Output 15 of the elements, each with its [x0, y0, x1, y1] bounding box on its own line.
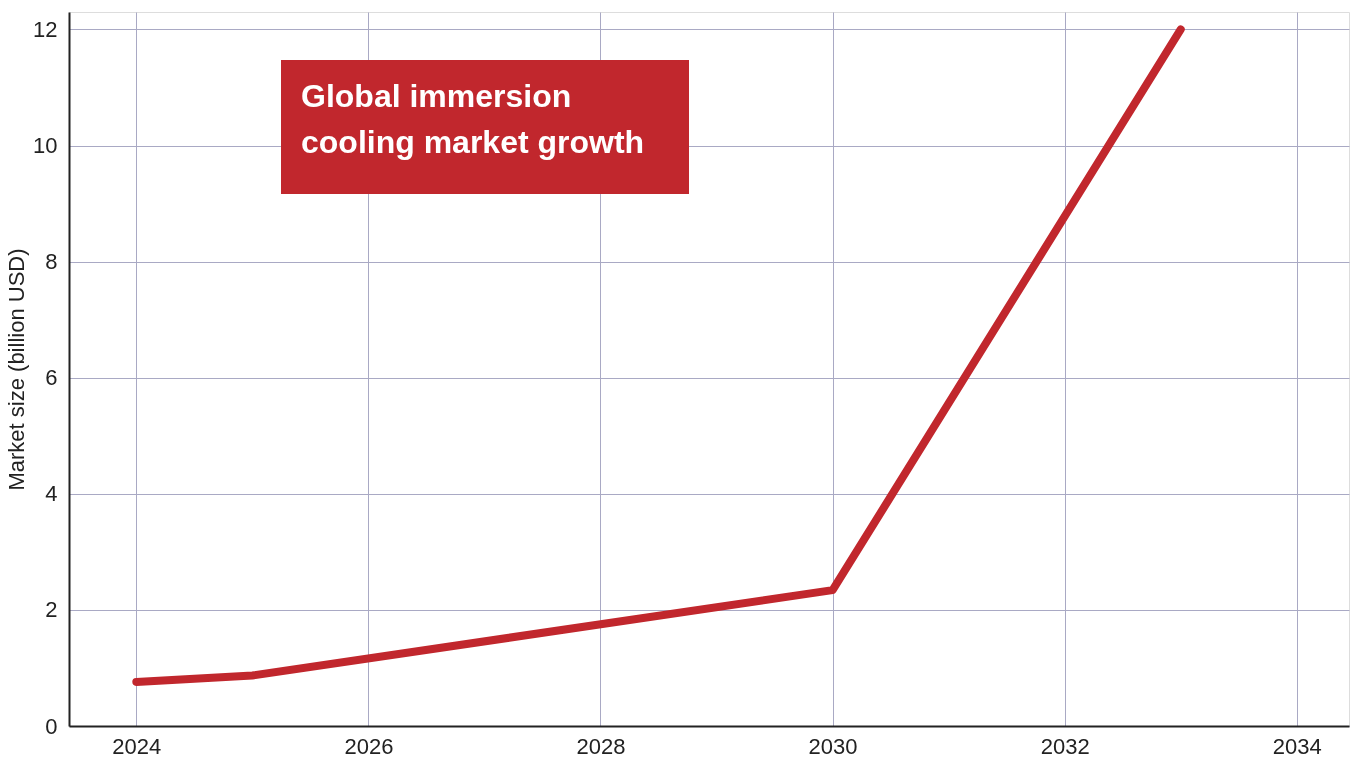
x-tick-label: 2032	[1040, 733, 1090, 759]
y-tick-label: 8	[45, 249, 58, 275]
annotation: Global immersion cooling market growth	[301, 78, 645, 160]
y-tick-label: 0	[45, 713, 58, 739]
x-tick-label: 2026	[344, 733, 394, 759]
x-tick-label: 2030	[808, 733, 858, 759]
y-tick-label: 2	[45, 597, 58, 623]
y-tick-label: 6	[45, 365, 58, 391]
y-tick-label: 10	[33, 133, 58, 159]
y-tick-label: 12	[33, 16, 58, 42]
x-tick-label: 2028	[576, 733, 626, 759]
x-tick-label: 2034	[1272, 733, 1322, 759]
x-tick-label: 2024	[112, 733, 162, 759]
y-tick-label: 4	[45, 481, 58, 507]
y-axis-title: Market size (billion USD)	[4, 248, 30, 491]
